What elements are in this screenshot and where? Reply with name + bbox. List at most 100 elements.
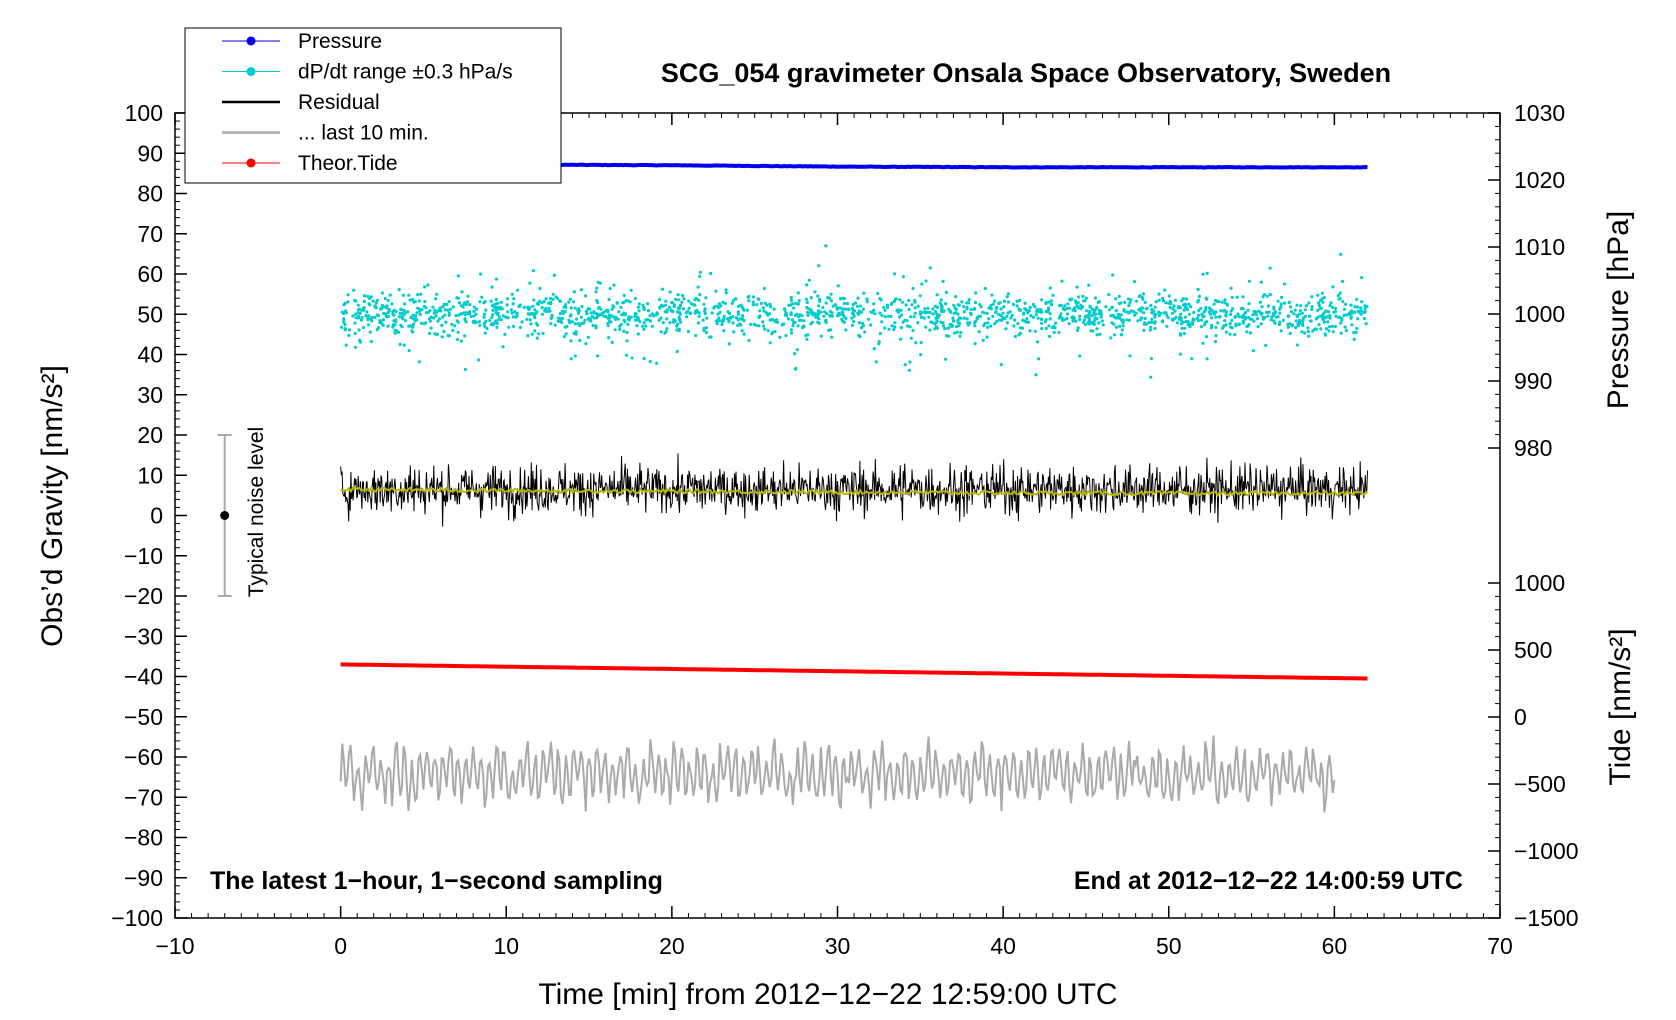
- dpdt-point: [1081, 320, 1085, 325]
- dpdt-point: [1317, 323, 1321, 327]
- dpdt-point: [1184, 320, 1188, 324]
- dpdt-point: [1071, 319, 1075, 323]
- dpdt-point: [1317, 301, 1321, 305]
- dpdt-point: [1179, 312, 1183, 316]
- dpdt-point: [429, 326, 433, 330]
- dpdt-point: [758, 309, 762, 313]
- dpdt-point: [1171, 307, 1175, 311]
- dpdt-point: [1350, 323, 1354, 327]
- dpdt-point: [594, 326, 598, 330]
- dpdt-point: [397, 315, 402, 319]
- dpdt-point: [913, 311, 917, 315]
- dpdt-point: [1046, 308, 1050, 312]
- dpdt-point: [974, 319, 978, 324]
- dpdt-point: [634, 312, 638, 316]
- dpdt-point: [935, 312, 940, 317]
- dpdt-point: [930, 320, 934, 324]
- dpdt-point: [973, 300, 978, 305]
- dpdt-point: [1295, 303, 1299, 307]
- dpdt-point: [966, 321, 970, 325]
- dpdt-point: [534, 321, 539, 325]
- dpdt-point: [1247, 302, 1251, 306]
- dpdt-point: [886, 305, 890, 310]
- dpdt-point: [484, 308, 488, 312]
- dpdt-point: [488, 318, 492, 323]
- dpdt-point: [1023, 301, 1027, 305]
- dpdt-point: [865, 297, 869, 301]
- dpdt-point: [499, 300, 503, 304]
- dpdt-point: [1157, 298, 1161, 302]
- dpdt-point: [1074, 301, 1078, 305]
- dpdt-point: [1061, 306, 1065, 311]
- dpdt-point: [782, 322, 786, 326]
- noise-level-label: Typical noise level: [245, 427, 268, 597]
- dpdt-point: [951, 319, 956, 323]
- dpdt-point: [879, 298, 883, 302]
- dpdt-point: [380, 291, 384, 295]
- dpdt-point: [858, 304, 863, 308]
- dpdt-point: [1320, 291, 1324, 295]
- dpdt-point: [1002, 305, 1006, 309]
- dpdt-point: [1183, 315, 1188, 319]
- dpdt-point: [999, 363, 1003, 367]
- dpdt-point: [892, 328, 896, 332]
- dpdt-point: [944, 302, 948, 306]
- dpdt-point: [1136, 319, 1140, 323]
- dpdt-point: [1052, 330, 1056, 334]
- dpdt-point: [1006, 292, 1011, 296]
- dpdt-point: [899, 325, 904, 330]
- dpdt-point: [1295, 313, 1299, 317]
- dpdt-point: [574, 330, 578, 334]
- dpdt-point: [935, 326, 939, 330]
- dpdt-point: [1057, 330, 1061, 335]
- dpdt-point: [1260, 311, 1264, 316]
- dpdt-point: [1310, 307, 1314, 311]
- dpdt-point: [453, 324, 457, 328]
- dpdt-point: [1008, 310, 1012, 314]
- dpdt-point: [1278, 311, 1282, 315]
- dpdt-point: [850, 306, 854, 310]
- dpdt-point: [411, 297, 415, 302]
- dpdt-point: [698, 270, 703, 274]
- dpdt-point: [497, 315, 501, 319]
- dpdt-point: [1153, 326, 1157, 331]
- dpdt-point: [407, 324, 411, 328]
- dpdt-point: [1016, 322, 1020, 326]
- dpdt-point: [1154, 300, 1158, 304]
- dpdt-point: [962, 316, 966, 320]
- dpdt-point: [1307, 301, 1311, 305]
- dpdt-point: [391, 310, 395, 314]
- dpdt-point: [493, 321, 497, 325]
- dpdt-point: [944, 357, 948, 361]
- dpdt-point: [969, 307, 973, 312]
- dpdt-point: [723, 301, 727, 305]
- dpdt-point: [573, 322, 578, 326]
- dpdt-point: [1140, 316, 1144, 320]
- dpdt-point: [1150, 320, 1154, 324]
- dpdt-point: [1037, 357, 1041, 361]
- dpdt-point: [1033, 329, 1037, 333]
- dpdt-point: [705, 316, 709, 320]
- dpdt-point: [373, 305, 377, 309]
- dpdt-point: [1179, 316, 1183, 320]
- dpdt-point: [499, 318, 503, 322]
- dpdt-point: [1294, 325, 1298, 330]
- dpdt-point: [1095, 305, 1099, 309]
- dpdt-point: [696, 321, 701, 325]
- dpdt-point: [724, 291, 728, 295]
- dpdt-point: [1165, 324, 1169, 328]
- dpdt-point: [446, 333, 450, 338]
- dpdt-point: [1093, 296, 1097, 300]
- dpdt-point: [785, 312, 789, 316]
- dpdt-point: [1119, 333, 1123, 337]
- dpdt-point: [1279, 329, 1283, 333]
- y-tick-label: 100: [125, 100, 163, 126]
- dpdt-point: [704, 296, 708, 300]
- dpdt-point: [411, 322, 416, 326]
- legend-label: Theor.Tide: [298, 152, 398, 175]
- dpdt-point: [1047, 324, 1051, 328]
- dpdt-point: [417, 360, 421, 364]
- dpdt-point: [628, 300, 632, 304]
- dpdt-point: [455, 319, 459, 323]
- dpdt-point: [730, 301, 734, 305]
